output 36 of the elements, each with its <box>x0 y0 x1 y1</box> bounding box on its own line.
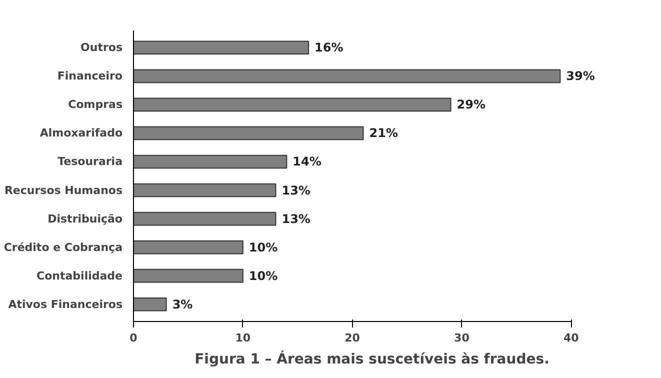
data-label: 10% <box>248 240 278 254</box>
y-tick-label: Tesouraria <box>58 155 122 168</box>
data-label: 3% <box>172 297 193 312</box>
bar <box>134 268 244 283</box>
y-tick-label: Distribuição <box>48 212 123 226</box>
y-tick-label: Almoxarifado <box>40 126 123 140</box>
y-tick-label: Ativos Financeiros <box>8 298 123 311</box>
x-tick-label: 40 <box>563 332 580 344</box>
x-tick-label: 10 <box>235 332 251 344</box>
y-tick-label: Compras <box>68 98 123 112</box>
y-tick-label: Contabilidade <box>36 269 123 282</box>
data-label: 21% <box>369 126 398 140</box>
bar <box>134 69 561 84</box>
bar <box>134 40 310 55</box>
text: Figura 1 – Áreas mais suscetíveis às fraudes. <box>194 350 550 368</box>
y-tick-label: Recursos Humanos <box>4 184 123 197</box>
bar <box>134 297 167 312</box>
data-label: 39% <box>566 69 595 84</box>
x-tick-label: 0 <box>130 332 138 344</box>
data-label: 10% <box>248 268 278 283</box>
bar <box>134 154 288 169</box>
data-label: 13% <box>282 183 310 198</box>
data-label: 29% <box>456 98 486 112</box>
bar <box>134 183 276 198</box>
y-tick-label: Outros <box>80 41 123 54</box>
data-label: 14% <box>292 154 322 169</box>
data-label: 16% <box>314 40 344 55</box>
y-tick-label: Crédito e Cobrança <box>4 240 123 254</box>
x-tick-label: 20 <box>344 332 360 344</box>
bar <box>134 98 452 112</box>
x-tick-label: 30 <box>454 332 470 344</box>
bar <box>134 126 364 140</box>
y-tick-label: Financeiro <box>57 70 123 83</box>
bar <box>134 212 276 226</box>
bar <box>134 240 244 254</box>
data-label: 13% <box>282 212 310 226</box>
